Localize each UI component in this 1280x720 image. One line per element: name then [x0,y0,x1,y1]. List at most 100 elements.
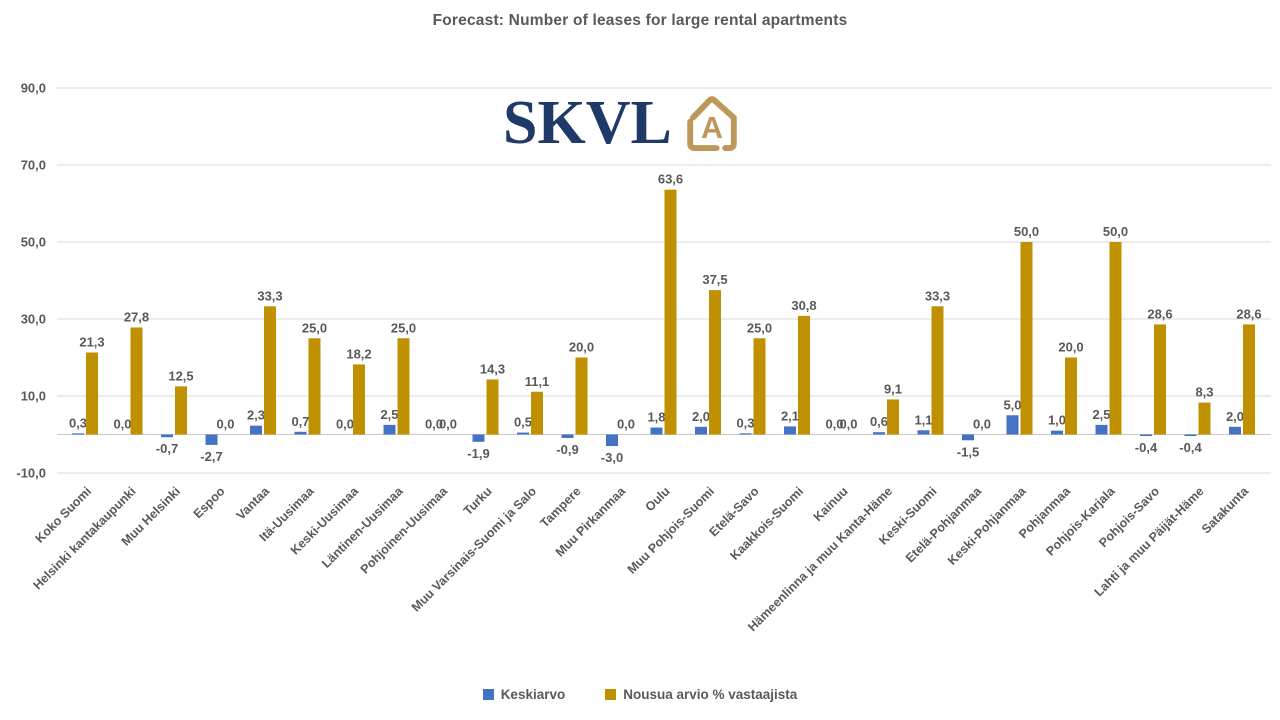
bar-nousua [931,306,944,435]
value-label: 33,3 [925,288,950,303]
bar-keskiarvo [1184,434,1197,437]
value-label: 28,6 [1236,306,1261,321]
value-label: 0,0 [839,417,857,432]
value-label: 20,0 [569,340,594,355]
value-label: 8,3 [1195,385,1213,400]
value-label: -2,7 [200,449,222,464]
value-label: 50,0 [1103,224,1128,239]
x-category-label: Espoo [191,484,228,521]
value-label: -0,4 [1179,440,1202,455]
value-label: 33,3 [257,288,282,303]
value-label: 2,5 [1092,407,1110,422]
y-tick-label: 30,0 [21,312,46,327]
bar-nousua [1109,242,1122,435]
legend-item-keskiarvo: Keskiarvo [482,687,566,702]
chart-title: Forecast: Number of leases for large ren… [432,12,848,29]
value-label: -3,0 [601,450,623,465]
value-label: 63,6 [658,172,683,187]
legend-swatch-nousua [605,689,617,700]
value-label: 0,3 [69,415,87,430]
bar-nousua [1020,242,1033,435]
value-label: 0,0 [973,417,991,432]
skvl-logo: SKVL A [503,90,745,156]
bar-keskiarvo [517,432,529,435]
bar-keskiarvo [250,425,262,435]
value-label: -0,7 [156,441,178,456]
x-category-label: Läntinen-Uusimaa [319,483,406,570]
bar-keskiarvo [161,434,173,438]
legend-label-keskiarvo: Keskiarvo [500,687,566,702]
value-label: -1,5 [957,444,979,459]
value-label: 14,3 [480,361,505,376]
value-label: 18,2 [346,346,371,361]
bar-nousua [575,357,588,435]
value-label: 0,0 [216,417,234,432]
value-label: 2,0 [692,409,710,424]
chart-legend: Keskiarvo Nousua arvio % vastaajista [0,687,1280,702]
house-outline-right [689,96,737,152]
bar-keskiarvo [784,426,796,435]
bar-nousua [709,290,721,435]
value-label: 21,3 [79,334,104,349]
bar-keskiarvo [72,433,84,435]
x-category-label: Turku [461,484,495,518]
value-label: 1,0 [1048,413,1066,428]
bar-keskiarvo [739,433,752,435]
house-outline-left [687,118,720,152]
logo-letter-a: A [701,112,723,145]
bar-nousua [308,338,321,435]
bar-nousua [753,338,766,435]
bar-nousua [1065,357,1077,435]
bar-nousua [486,379,499,435]
value-label: 0,0 [439,417,457,432]
bar-keskiarvo [1006,415,1019,435]
value-label: 50,0 [1014,224,1039,239]
value-label: 0,6 [870,414,888,429]
bar-keskiarvo [383,424,396,435]
legend-label-nousua: Nousua arvio % vastaajista [623,687,798,702]
bar-nousua [397,338,410,435]
x-category-label: Oulu [643,484,673,514]
value-label: 27,8 [124,309,149,324]
value-label: 2,5 [380,407,398,422]
value-label: 12,5 [168,368,193,383]
value-label: 2,3 [247,408,265,423]
bar-keskiarvo [205,434,218,445]
value-label: 1,1 [914,412,932,427]
value-label: 20,0 [1058,340,1083,355]
bar-nousua [175,386,187,435]
bar-nousua [353,364,365,435]
bar-keskiarvo [873,432,885,435]
value-label: 25,0 [747,320,772,335]
skvl-house-icon: A [687,96,737,152]
value-label: 0,7 [291,414,309,429]
legend-swatch-keskiarvo [482,689,494,700]
bar-nousua [887,399,899,435]
value-label: 1,8 [647,410,665,425]
value-label: 0,0 [617,417,635,432]
bar-keskiarvo [695,426,707,435]
x-category-label: Etelä-Pohjanmaa [903,483,985,565]
value-label: 2,0 [1226,409,1244,424]
value-label: 9,1 [884,381,902,396]
bar-nousua [531,391,543,435]
bar-nousua [1243,324,1255,435]
value-label: 0,3 [736,415,754,430]
bar-nousua [664,189,677,435]
skvl-wordmark: SKVL [503,89,672,157]
value-label: 28,6 [1147,306,1172,321]
value-label: 0,5 [514,415,532,430]
value-label: 0,0 [425,417,443,432]
bar-nousua [130,327,143,435]
y-tick-label: 50,0 [21,235,46,250]
y-tick-label: 70,0 [21,158,46,173]
x-category-label: Kainuu [811,484,851,524]
x-category-label: Satakunta [1199,483,1252,536]
value-label: 2,1 [781,408,799,423]
legend-item-nousua: Nousua arvio % vastaajista [605,687,797,702]
bar-keskiarvo [1051,430,1063,435]
bar-keskiarvo [650,427,663,435]
bar-keskiarvo [606,434,618,447]
value-label: 25,0 [302,320,327,335]
